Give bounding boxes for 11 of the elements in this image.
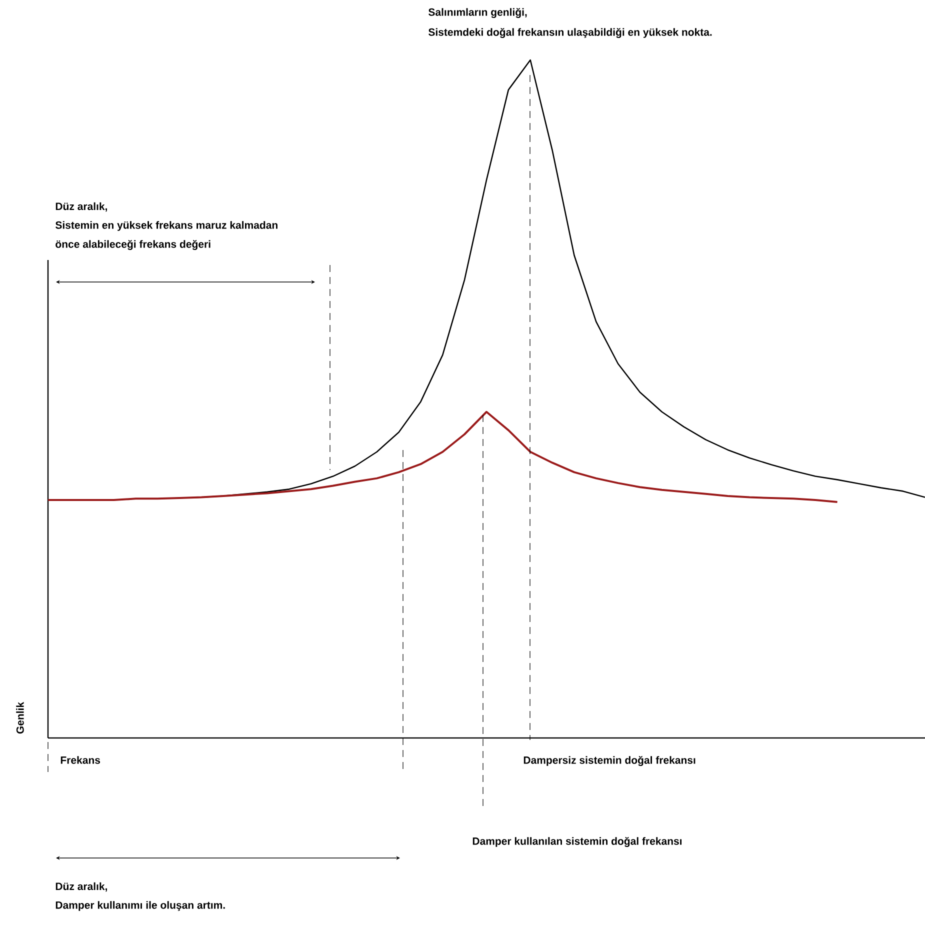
text: Damper kullanımı ile oluşan artım. [56,901,225,911]
text: Dampersiz sistemin doğal frekansı [524,756,696,766]
annotation: Sistemin en yüksek frekans maruz kalmadan [56,221,278,231]
x-axis-title: Frekans [60,756,100,764]
y-axis-title: Genlik [16,702,24,734]
text: Düz aralık, [56,882,107,892]
text: Salınımların genliği, [428,8,527,18]
text: Damper kullanılan sistemin doğal frekansı [472,837,682,847]
annotation: önce alabileceği frekans değeri [56,240,210,250]
annotation: Düz aralık, [56,202,107,212]
text: Sistemdeki doğal frekansın ulaşabildiği en yüksek nokta. [428,28,712,38]
